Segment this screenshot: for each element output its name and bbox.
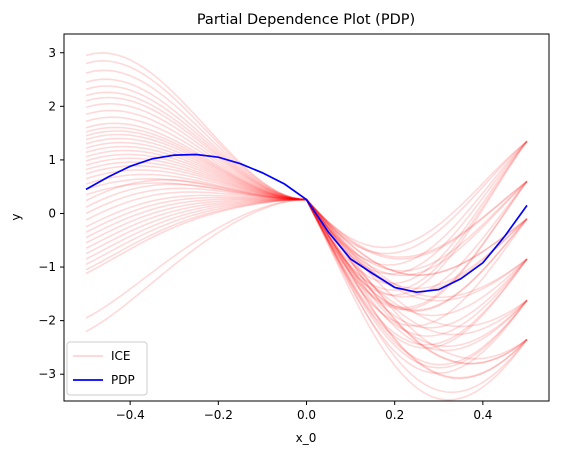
x-tick-label: −0.2 <box>204 408 233 422</box>
y-tick-label: −3 <box>38 367 56 381</box>
y-tick-label: −1 <box>38 260 56 274</box>
y-tick-label: 2 <box>48 99 56 113</box>
x-tick-label: 0.0 <box>297 408 316 422</box>
plot-area <box>85 52 528 401</box>
pdp-line <box>85 153 528 294</box>
x-tick-label: 0.2 <box>385 408 404 422</box>
legend-box <box>66 341 148 396</box>
legend-pdp-label: PDP <box>111 373 135 387</box>
y-tick-label: −2 <box>38 314 56 328</box>
x-tick-label: −0.4 <box>116 408 145 422</box>
y-tick-label: 0 <box>48 206 56 220</box>
x-axis: −0.4 −0.2 0.0 0.2 0.4 <box>116 401 492 422</box>
legend-ice-label: ICE <box>111 349 131 363</box>
y-tick-label: 1 <box>48 153 56 167</box>
y-axis-label: y <box>9 213 23 220</box>
x-tick-label: 0.4 <box>473 408 492 422</box>
y-axis: −3 −2 −1 0 1 2 3 <box>38 46 64 381</box>
pdp-series <box>85 153 528 294</box>
chart-title: Partial Dependence Plot (PDP) <box>197 12 415 28</box>
legend: ICE PDP <box>66 341 148 396</box>
y-tick-label: 3 <box>48 46 56 60</box>
x-axis-label: x_0 <box>296 431 317 445</box>
